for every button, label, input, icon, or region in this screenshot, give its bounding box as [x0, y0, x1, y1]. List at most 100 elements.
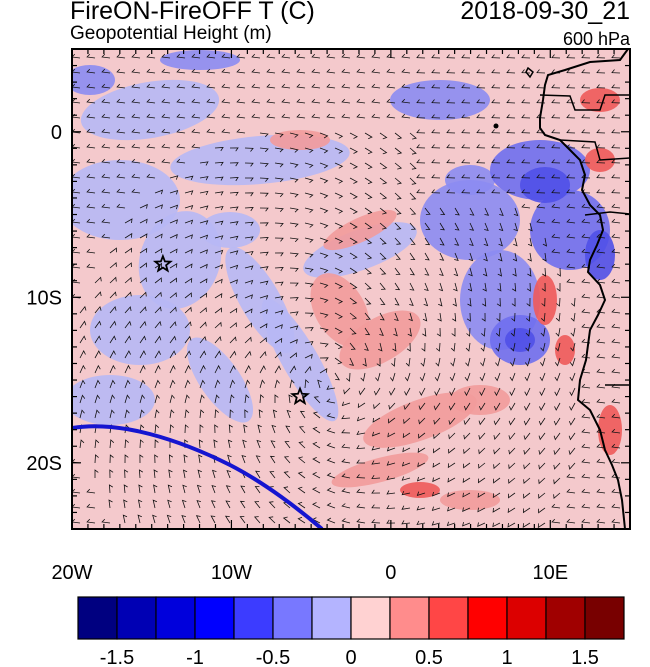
- wind-barb: [371, 460, 381, 465]
- wind-barb: [181, 515, 186, 524]
- wind-barb: [251, 113, 261, 119]
- wind-barb: [611, 174, 621, 179]
- wind-barb: [259, 266, 269, 271]
- country-border: [539, 94, 630, 111]
- wind-barb: [495, 342, 501, 352]
- wind-barb: [304, 237, 314, 243]
- wind-barb: [538, 417, 546, 426]
- wind-barb: [449, 387, 456, 397]
- wind-barb: [446, 129, 456, 134]
- wind-barb: [289, 311, 299, 316]
- wind-barb: [283, 486, 291, 494]
- wind-barb: [581, 174, 591, 179]
- wind-barb: [86, 188, 96, 194]
- wind-barb: [373, 402, 381, 410]
- wind-barb: [229, 379, 236, 389]
- wind-barb: [416, 491, 426, 497]
- wind-barb: [101, 113, 111, 119]
- wind-barb: [566, 503, 576, 509]
- wind-barb: [334, 162, 344, 169]
- wind-barb: [539, 372, 546, 382]
- wind-barb: [109, 291, 117, 299]
- wind-barb: [476, 159, 486, 164]
- wind-barb: [424, 237, 431, 246]
- wind-barb: [334, 132, 344, 139]
- wind-barb: [526, 282, 531, 292]
- wind-barb: [259, 251, 269, 256]
- wind-barb: [244, 365, 251, 374]
- wind-barb: [356, 488, 366, 494]
- wind-barb: [181, 499, 187, 509]
- wind-barb: [109, 320, 117, 329]
- wind-barb: [116, 158, 126, 164]
- wind-barb: [611, 368, 621, 374]
- wind-barb: [139, 262, 147, 269]
- wind-barb: [109, 335, 117, 344]
- wind-barb: [493, 402, 501, 411]
- wind-barb: [461, 69, 471, 74]
- wind-barb: [154, 233, 163, 239]
- wind-barb: [244, 336, 252, 344]
- wind-barb: [304, 222, 314, 228]
- wind-barb: [566, 69, 576, 74]
- wind-barb: [259, 379, 266, 389]
- wind-barb: [229, 307, 238, 314]
- wind-barb: [191, 53, 201, 59]
- wind-barb: [101, 98, 111, 104]
- wind-barb: [491, 54, 501, 59]
- field-patch: [72, 375, 155, 425]
- wind-barb: [109, 276, 117, 284]
- wind-barb: [124, 439, 129, 449]
- wind-barb: [184, 248, 193, 254]
- wind-barb: [596, 458, 606, 464]
- wind-barb: [152, 499, 158, 509]
- wind-barb: [334, 147, 344, 154]
- wind-barb: [566, 203, 576, 209]
- wind-barb: [435, 357, 441, 367]
- wind-barb: [86, 263, 96, 269]
- wind-barb: [364, 222, 373, 230]
- wind-barb: [581, 233, 591, 239]
- field-patch: [505, 328, 535, 352]
- wind-barb: [434, 372, 441, 382]
- wind-barb: [464, 372, 471, 382]
- wind-barb: [289, 282, 299, 287]
- wind-barb: [199, 176, 209, 181]
- wind-barb: [394, 312, 399, 321]
- wind-barb: [304, 353, 313, 359]
- wind-barb: [364, 192, 373, 200]
- wind-barb: [184, 292, 192, 299]
- wind-barb: [259, 337, 267, 344]
- wind-barb: [272, 409, 278, 419]
- wind-barb: [289, 267, 299, 272]
- wind-barb: [304, 192, 314, 198]
- wind-barb: [401, 53, 411, 59]
- wind-barb: [437, 312, 442, 322]
- wind-barb: [176, 53, 186, 59]
- wind-barb: [581, 248, 591, 254]
- wind-barb: [416, 99, 426, 104]
- wind-barb: [176, 98, 186, 104]
- wind-barb: [154, 306, 162, 314]
- wind-barb: [611, 263, 621, 269]
- wind-barb: [343, 387, 351, 395]
- wind-barb: [611, 69, 621, 74]
- field-patch: [261, 298, 339, 422]
- wind-barb: [349, 342, 356, 350]
- geopotential-height-contour: [72, 424, 324, 529]
- wind-barb: [570, 327, 576, 337]
- wind-barb: [450, 357, 456, 367]
- wind-barb: [116, 113, 126, 119]
- wind-barb: [124, 306, 132, 314]
- wind-barb: [274, 337, 283, 344]
- wind-barb: [511, 282, 517, 292]
- wind-barb: [364, 327, 371, 336]
- wind-barb: [553, 492, 561, 500]
- wind-barb: [386, 446, 396, 452]
- wind-barb: [423, 297, 429, 307]
- wind-barb: [523, 477, 531, 485]
- wind-barb: [311, 98, 321, 104]
- wind-barb: [131, 188, 141, 194]
- wind-barb: [289, 352, 297, 359]
- wind-barb: [198, 454, 203, 464]
